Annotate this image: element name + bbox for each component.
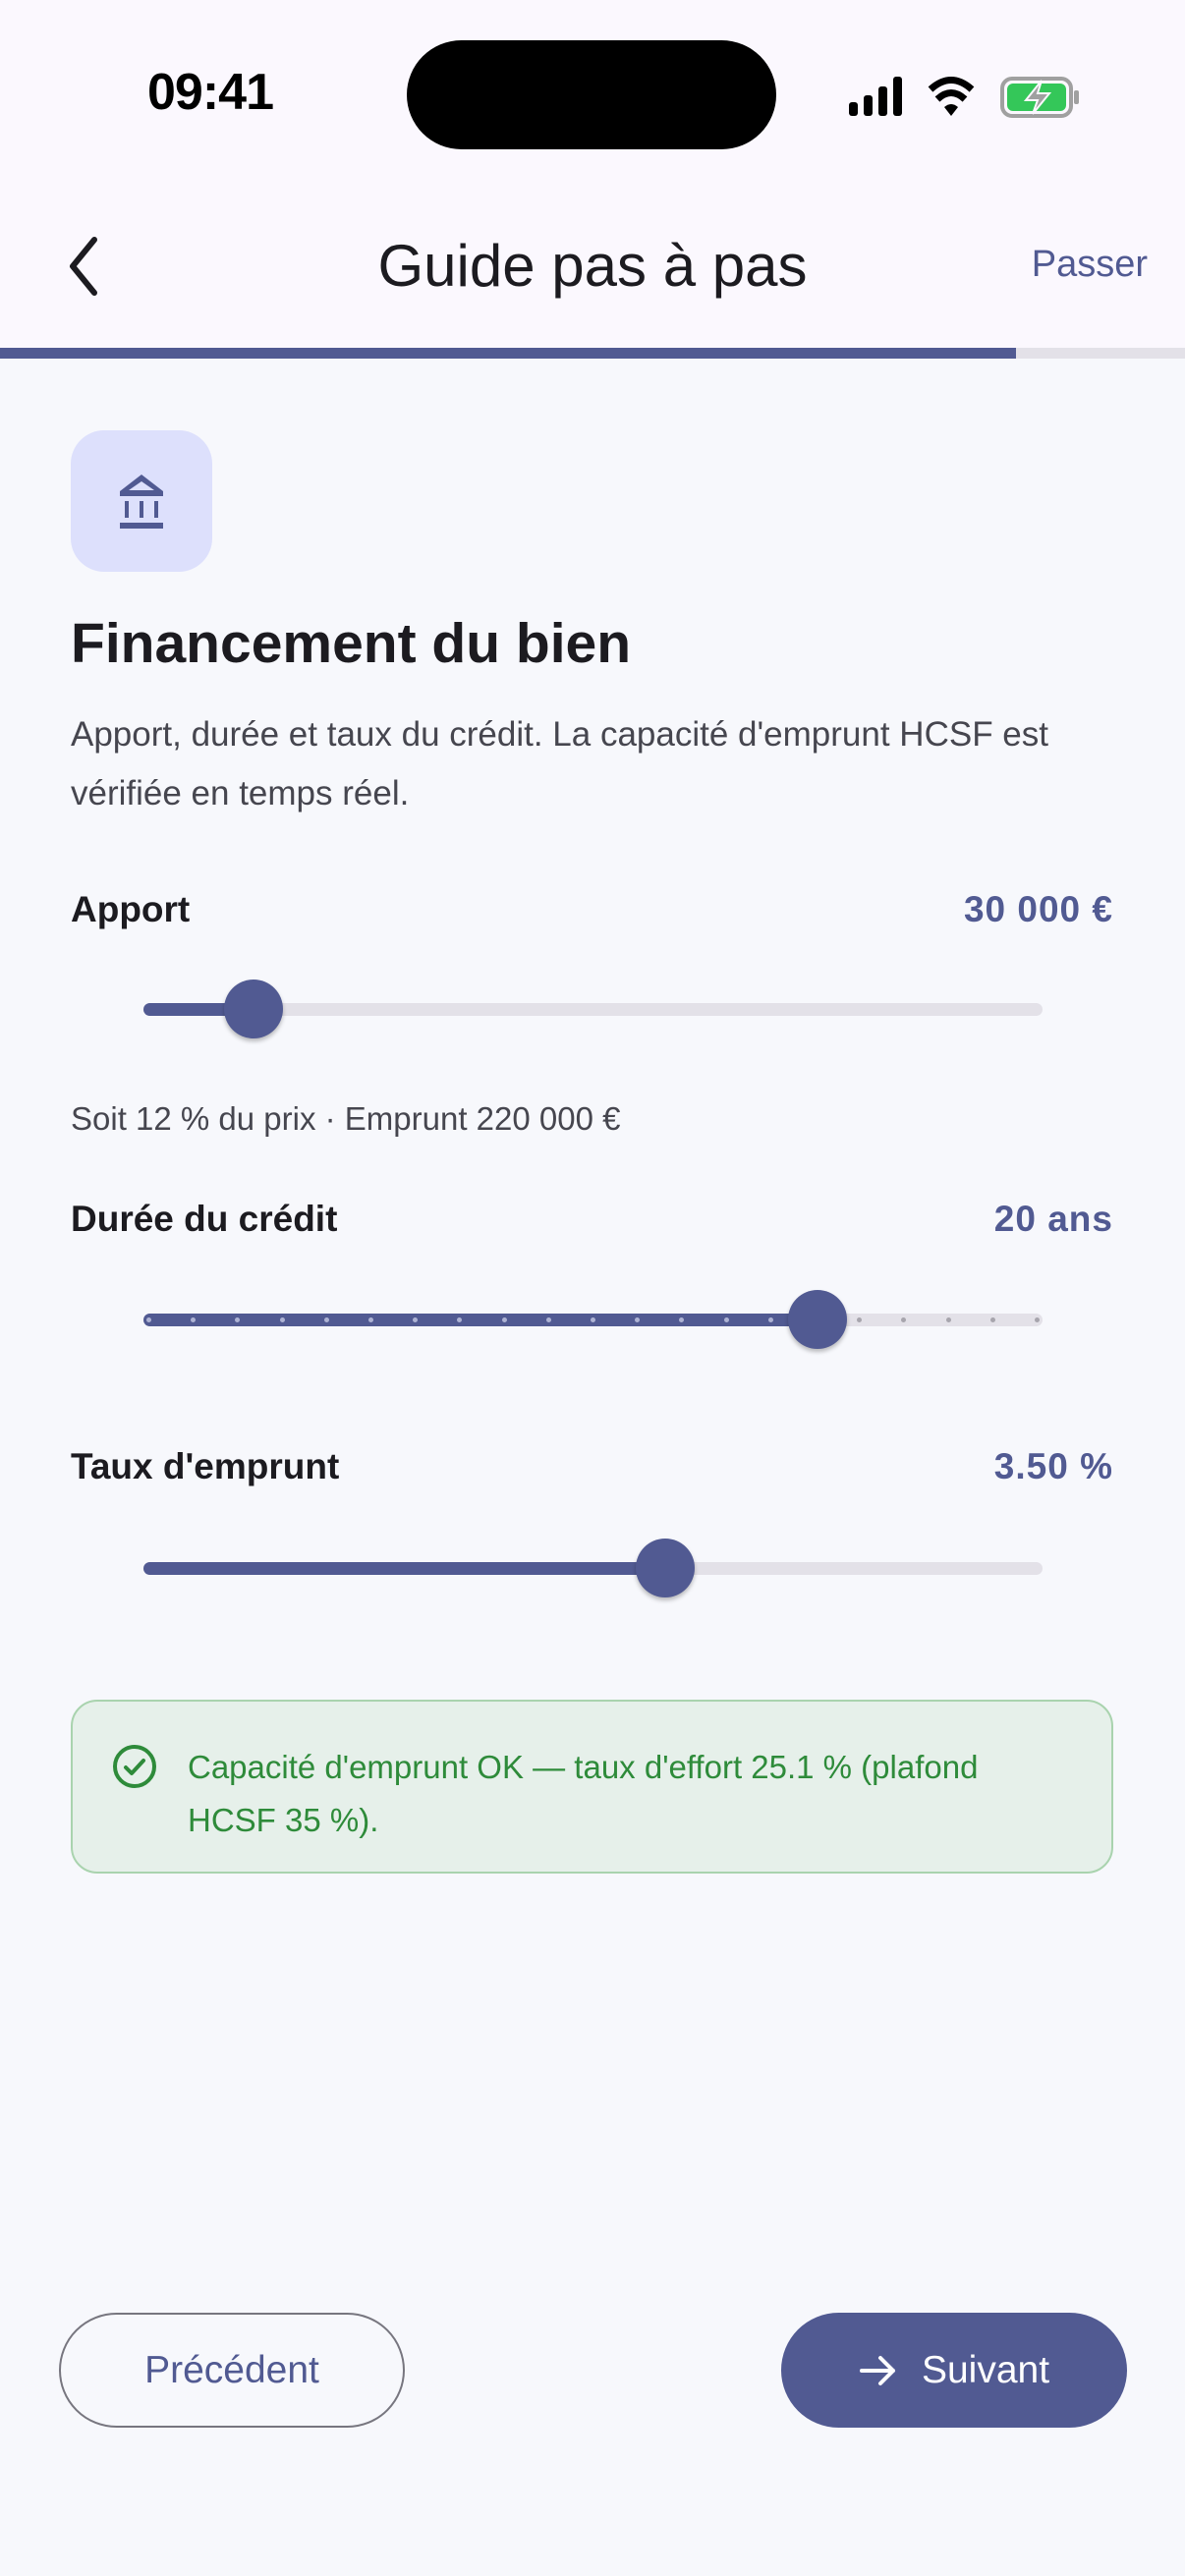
step-icon-container xyxy=(71,430,212,572)
slider-tick xyxy=(323,1317,329,1322)
slider-tick xyxy=(723,1317,729,1322)
taux-label: Taux d'emprunt xyxy=(71,1446,340,1486)
apport-note: Soit 12 % du prix · Emprunt 220 000 € xyxy=(71,1100,621,1137)
slider-tick xyxy=(235,1317,241,1322)
slider-tick xyxy=(591,1317,595,1322)
apport-value: 30 000 € xyxy=(963,889,1113,929)
slider-tick xyxy=(457,1317,463,1322)
bank-icon xyxy=(120,475,163,529)
step-progress-fill xyxy=(0,348,1016,359)
slider-tick xyxy=(367,1317,373,1322)
slider-tick xyxy=(901,1317,907,1322)
slider-tick xyxy=(501,1317,507,1322)
slider-tick xyxy=(989,1317,995,1322)
step-title: Financement du bien xyxy=(71,612,632,675)
slider-tick xyxy=(635,1317,641,1322)
slider-tick xyxy=(1035,1317,1040,1322)
slider-tick xyxy=(545,1317,551,1322)
slider-thumb[interactable] xyxy=(635,1539,695,1597)
step-progress-bar xyxy=(0,348,1185,359)
capacity-alert: Capacité d'emprunt OK — taux d'effort 25… xyxy=(71,1700,1113,1874)
check-circle-icon xyxy=(113,1745,156,1788)
skip-button[interactable]: Passer xyxy=(1031,244,1148,285)
apport-slider[interactable] xyxy=(143,980,1043,1038)
signal-icon xyxy=(849,77,902,116)
step-description: Apport, durée et taux du crédit. La capa… xyxy=(71,715,1048,812)
slider-tick xyxy=(945,1317,951,1322)
status-bar: 09:41 xyxy=(0,0,1185,187)
slider-fill xyxy=(143,1314,818,1326)
taux-value: 3.50 % xyxy=(993,1446,1113,1486)
slider-tick xyxy=(857,1317,863,1322)
slider-tick xyxy=(191,1317,197,1322)
previous-button[interactable]: Précédent xyxy=(59,2313,405,2428)
slider-tick xyxy=(279,1317,285,1322)
battery-charging-icon xyxy=(1000,77,1079,118)
wifi-icon xyxy=(928,77,975,116)
slider-tick xyxy=(413,1317,419,1322)
arrow-right-icon xyxy=(859,2355,895,2385)
page-title: Guide pas à pas xyxy=(377,233,808,299)
status-time: 09:41 xyxy=(147,64,274,121)
dynamic-island xyxy=(407,40,776,149)
slider-tick xyxy=(679,1317,685,1322)
slider-tick xyxy=(767,1317,773,1322)
duree-value: 20 ans xyxy=(993,1199,1113,1239)
app-header xyxy=(0,187,1185,349)
back-button[interactable] xyxy=(59,232,108,301)
alert-text: Capacité d'emprunt OK — taux d'effort 25… xyxy=(188,1749,979,1838)
apport-label: Apport xyxy=(71,889,191,929)
duree-label: Durée du crédit xyxy=(71,1199,338,1239)
slider-thumb[interactable] xyxy=(223,980,283,1038)
slider-thumb[interactable] xyxy=(788,1290,848,1349)
next-label: Suivant xyxy=(921,2348,1050,2391)
next-button[interactable]: Suivant xyxy=(781,2313,1127,2428)
taux-slider[interactable] xyxy=(143,1539,1043,1597)
slider-tick xyxy=(145,1317,151,1322)
previous-label: Précédent xyxy=(144,2348,319,2391)
duree-slider[interactable] xyxy=(143,1290,1043,1349)
slider-fill xyxy=(143,1562,665,1575)
